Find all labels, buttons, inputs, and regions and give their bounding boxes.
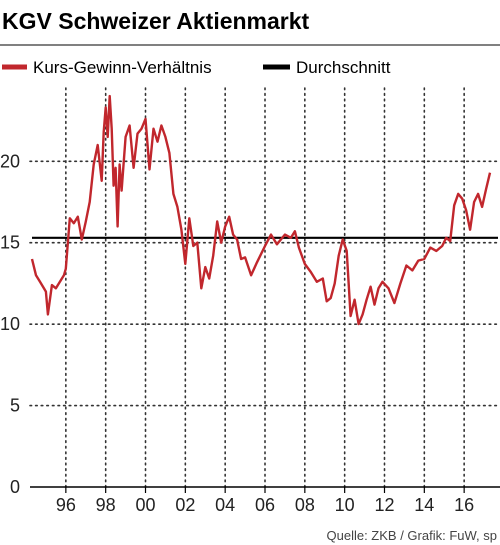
y-tick-label: 0 bbox=[10, 477, 20, 497]
legend-label-kgv: Kurs-Gewinn-Verhältnis bbox=[33, 58, 212, 77]
y-tick-label: 15 bbox=[0, 233, 20, 253]
x-tick-label: 10 bbox=[335, 495, 355, 515]
y-tick-label: 10 bbox=[0, 314, 20, 334]
x-tick-label: 02 bbox=[175, 495, 195, 515]
x-tick-label: 14 bbox=[414, 495, 434, 515]
grid bbox=[29, 87, 500, 488]
legend: Kurs-Gewinn-Verhältnis Durchschnitt bbox=[2, 58, 391, 77]
legend-label-average: Durchschnitt bbox=[296, 58, 391, 77]
y-axis-ticks: 0 5 10 15 20 bbox=[0, 151, 20, 497]
x-tick-label: 98 bbox=[96, 495, 116, 515]
y-tick-label: 5 bbox=[10, 396, 20, 416]
x-tick-label: 96 bbox=[56, 495, 76, 515]
source-note: Quelle: ZKB / Grafik: FuW, sp bbox=[327, 528, 498, 543]
x-tick-label: 08 bbox=[295, 495, 315, 515]
x-tick-label: 12 bbox=[374, 495, 394, 515]
series-lines bbox=[30, 94, 498, 326]
chart-title: KGV Schweizer Aktienmarkt bbox=[2, 8, 310, 34]
x-axis-ticks: 96 98 00 02 04 06 08 10 12 14 16 bbox=[56, 487, 474, 515]
x-tick-label: 16 bbox=[454, 495, 474, 515]
x-tick-label: 00 bbox=[135, 495, 155, 515]
y-tick-label: 20 bbox=[0, 151, 20, 171]
x-tick-label: 04 bbox=[215, 495, 235, 515]
x-tick-label: 06 bbox=[255, 495, 275, 515]
series-line-kgv bbox=[30, 94, 492, 326]
